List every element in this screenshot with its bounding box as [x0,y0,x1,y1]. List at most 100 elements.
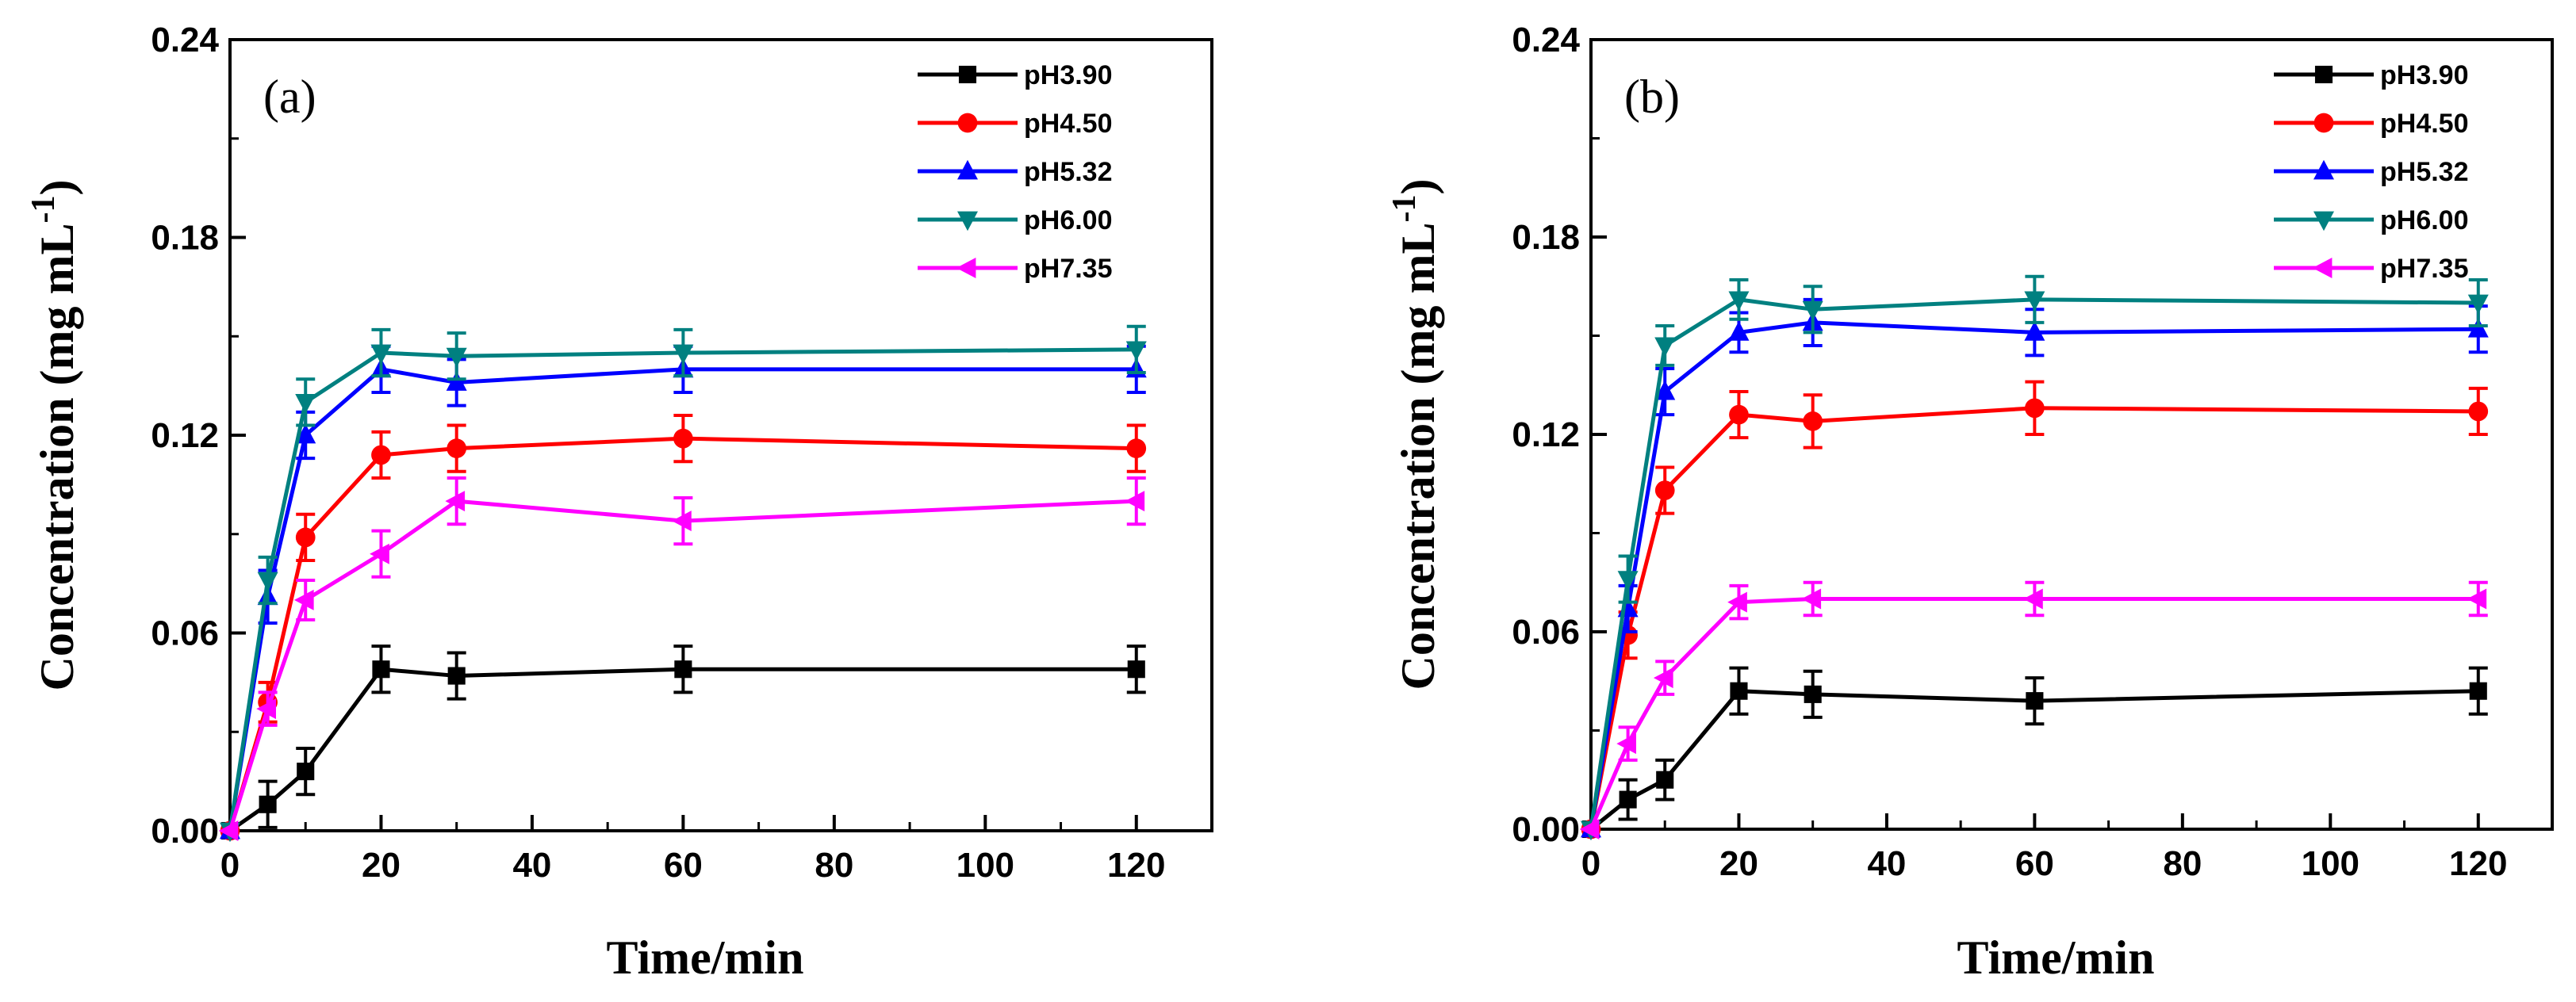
data-point [445,491,466,512]
chart-panel-b: 0.00 0.06 0.12 0.18 0.24 0 20 40 60 80 100 120 Time/… [1386,21,2554,984]
data-point [2023,588,2043,610]
x-axis-title: Time/min [607,931,804,984]
legend-label: pH7.35 [2380,254,2469,284]
series-pH6.00 [1581,274,2489,841]
data-point [674,660,692,679]
legend: pH3.90 pH4.50 pH5.32 pH6.00 pH7.35 [918,60,1113,284]
data-point [1619,790,1637,809]
data-point [257,572,278,592]
y-tick-label: 0.06 [151,614,219,653]
legend: pH3.90 pH4.50 pH5.32 pH6.00 pH7.35 [2274,60,2469,284]
legend-marker [957,211,978,231]
data-point [447,438,467,458]
data-point [1656,771,1674,789]
data-point [1125,341,1147,361]
data-point [672,511,692,532]
data-point [370,543,389,564]
y-axis-title-close: ) [1392,179,1444,195]
data-point [293,589,314,610]
x-tick-label: 100 [956,846,1014,885]
data-point [2467,588,2487,610]
data-point [2024,321,2045,341]
data-point [1617,571,1639,591]
x-tick-label: 120 [2449,844,2507,883]
y-axis-title-close: ) [31,180,83,196]
legend-label: pH5.32 [2380,157,2469,187]
data-point [673,428,693,449]
data-point [295,527,316,548]
data-point [1127,660,1145,679]
legend-marker [957,113,978,133]
x-tick-label: 20 [362,846,401,885]
data-point [446,371,467,391]
panel-label: (b) [1624,71,1680,123]
x-tick-label: 120 [1107,846,1165,885]
x-tick-label: 0 [220,846,240,885]
legend-label: pH5.32 [1024,157,1113,187]
data-point [2025,398,2045,419]
data-point [1804,685,1822,703]
legend-marker [2313,211,2334,231]
x-tick-label: 40 [1867,844,1906,883]
data-point [256,698,277,720]
data-point [673,344,694,365]
x-tick-label: 40 [512,846,551,885]
x-tick-label: 0 [1581,844,1600,883]
data-point [370,344,392,365]
legend-label: pH3.90 [1024,60,1113,90]
y-tick-label: 0.00 [151,812,219,851]
y-axis-title-superscript: -1 [1386,195,1423,223]
data-point [1579,819,1600,839]
x-axis-title: Time/min [1957,931,2155,984]
series-pH3.90 [220,644,1146,840]
legend-label: pH6.00 [2380,205,2469,235]
y-tick-label: 0.24 [1512,21,1580,59]
data-point [2026,692,2044,710]
panel-label: (a) [263,71,316,123]
data-point [1654,337,1676,358]
data-point [2467,317,2489,338]
data-point [447,667,466,685]
data-point [1654,480,1675,500]
data-point [2024,291,2045,312]
legend-marker [2314,65,2333,84]
y-axis-title: Concentration (mg mL-1) [25,180,83,691]
legend-marker [2312,258,2333,278]
y-axis-title-superscript: -1 [25,196,62,224]
legend-marker [957,159,978,180]
x-tick-label: 80 [815,846,853,885]
data-point [372,660,390,679]
data-point [371,445,391,465]
y-axis-title-main: Concentration (mg mL [31,224,83,691]
y-axis-title: Concentration (mg mL-1) [1386,179,1444,690]
data-point [1802,300,1823,321]
data-point [2467,294,2489,315]
chart-panel-a: 0.00 0.06 0.12 0.18 0.24 0 20 40 60 80 100 120 Time/… [25,21,1213,984]
data-point [1803,411,1823,431]
y-tick-label: 0.18 [151,219,219,258]
y-tick-label: 0.18 [1512,218,1580,257]
x-tick-label: 80 [2163,844,2202,883]
data-point [1653,667,1673,689]
data-point [1729,404,1749,425]
x-tick-label: 60 [664,846,703,885]
data-point [1616,733,1637,755]
y-tick-label: 0.24 [151,21,219,59]
series-pH7.35 [1579,580,2488,839]
series-pH3.90 [1581,666,2488,839]
data-point [295,423,316,444]
legend-label: pH4.50 [2380,109,2469,139]
data-point [2469,682,2487,700]
x-tick-label: 20 [1719,844,1758,883]
data-point [297,763,315,781]
legend-marker [2313,159,2334,180]
legend-marker [956,258,976,278]
data-point [1126,438,1147,458]
data-point [1730,682,1748,700]
data-point [295,394,316,414]
data-point [2468,401,2489,422]
data-point [1801,588,1822,610]
legend-marker [958,65,977,84]
